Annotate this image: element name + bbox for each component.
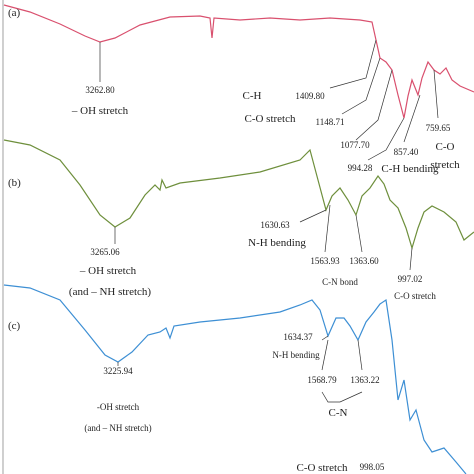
spectrum-c	[3, 284, 467, 474]
peak-label: 1568.79	[307, 375, 337, 385]
panel-label: (b)	[8, 177, 21, 189]
peak-label: 1077.70	[340, 140, 370, 150]
band-label: C-N bond	[322, 277, 358, 287]
band-label: – OH stretch	[79, 265, 137, 277]
band-label: C-O stretch	[394, 291, 436, 301]
peak-label: 994.28	[348, 163, 373, 173]
spectrum-a	[3, 4, 474, 119]
band-label: -OH stretch	[97, 402, 140, 412]
peak-label: 1630.63	[260, 220, 290, 230]
peak-label: 1563.93	[310, 256, 340, 266]
band-label: N-H bending	[248, 237, 306, 249]
peak-label: 998.05	[360, 462, 385, 472]
band-label: C-H bending	[381, 163, 439, 175]
peak-label: 1363.60	[349, 256, 379, 266]
band-label: N-H bending	[272, 350, 320, 360]
band-label: C-O	[436, 141, 455, 153]
panel-label: (a)	[8, 7, 21, 19]
spectrum-b	[3, 139, 474, 251]
peak-label: 3225.94	[103, 366, 133, 376]
band-label: stretch	[430, 159, 460, 171]
panel-label: (c)	[8, 320, 21, 332]
peak-label: 997.02	[398, 274, 423, 284]
band-label: C-O stretch	[244, 113, 296, 125]
peak-label: 1409.80	[295, 91, 325, 101]
band-label: (and – NH stretch)	[84, 423, 151, 433]
peak-label: 3262.80	[85, 85, 115, 95]
band-label: (and – NH stretch)	[69, 286, 152, 298]
band-label: C-H	[243, 90, 262, 102]
peak-label: 1363.22	[350, 375, 379, 385]
peak-label: 3265.06	[90, 247, 120, 257]
peak-label: 1634.37	[283, 332, 313, 342]
peak-label: 1148.71	[316, 117, 345, 127]
peak-label: 857.40	[394, 147, 419, 157]
peak-label: 759.65	[426, 123, 451, 133]
band-label: C-O stretch	[296, 462, 348, 474]
band-label: C-N	[329, 407, 348, 419]
band-label: – OH stretch	[71, 105, 129, 117]
leader-lines	[99, 39, 439, 403]
